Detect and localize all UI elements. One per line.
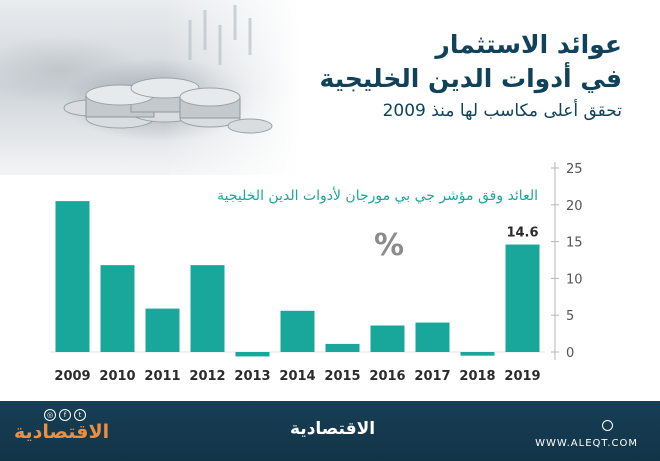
data-label-2019: 14.6 (506, 226, 538, 241)
instagram-icon[interactable]: ◎ (44, 409, 56, 421)
facebook-icon[interactable]: f (59, 409, 71, 421)
bar-2013 (235, 352, 270, 357)
twitter-icon[interactable]: t (74, 409, 86, 421)
x-tick-label: 2016 (369, 369, 405, 384)
y-tick-label: 0 (566, 346, 574, 361)
chart-title: العائد وفق مؤشر جي بي مورجان لأدوات الدي… (217, 188, 538, 204)
bar-2019 (505, 244, 540, 352)
subtitle: تحقق أعلى مكاسب لها منذ 2009 (382, 101, 622, 121)
globe-icon (602, 420, 613, 431)
bar-2014 (280, 310, 315, 352)
bars (55, 201, 540, 357)
y-tick-label: 20 (566, 199, 583, 214)
footer-url[interactable]: WWW.ALEQT.COM (535, 438, 638, 449)
x-tick-label: 2014 (279, 369, 315, 384)
bar-2010 (100, 265, 135, 352)
bar-2017 (415, 322, 450, 352)
x-axis-labels: 2009 2010 2011 2012 2013 2014 2015 2016 2017 2018… (54, 369, 540, 384)
x-tick-label: 2013 (234, 369, 270, 384)
x-tick-label: 2012 (189, 369, 225, 384)
coins-illustration (63, 5, 273, 134)
bar-2015 (325, 343, 360, 352)
data-labels: 14.6 (506, 226, 538, 241)
y-tick-label: 5 (566, 309, 574, 324)
bar-2009 (55, 201, 90, 352)
bar-2016 (370, 325, 405, 352)
title-line-2: في أدوات الدين الخليجية (319, 64, 622, 93)
x-tick-label: 2009 (54, 369, 90, 384)
x-tick-label: 2017 (414, 369, 450, 384)
x-tick-label: 2010 (99, 369, 135, 384)
bar-2011 (145, 308, 180, 352)
bar-2012 (190, 265, 225, 352)
y-tick-label: 15 (566, 236, 583, 251)
footer-logo: الاقتصادية (290, 419, 376, 439)
x-tick-label: 2018 (459, 369, 495, 384)
bar-2018 (460, 352, 495, 356)
footer-bar (0, 401, 660, 461)
x-tick-label: 2019 (504, 369, 540, 384)
brand-logo: الاقتصادية (14, 421, 110, 443)
title-line-1: عوائد الاستثمار (435, 30, 622, 59)
y-tick-label: 25 (566, 162, 583, 177)
percent-unit: % (374, 228, 405, 263)
y-tick-label: 10 (566, 272, 583, 287)
x-tick-label: 2011 (144, 369, 180, 384)
social-icons: ◎ f t (44, 409, 86, 421)
x-tick-label: 2015 (324, 369, 360, 384)
